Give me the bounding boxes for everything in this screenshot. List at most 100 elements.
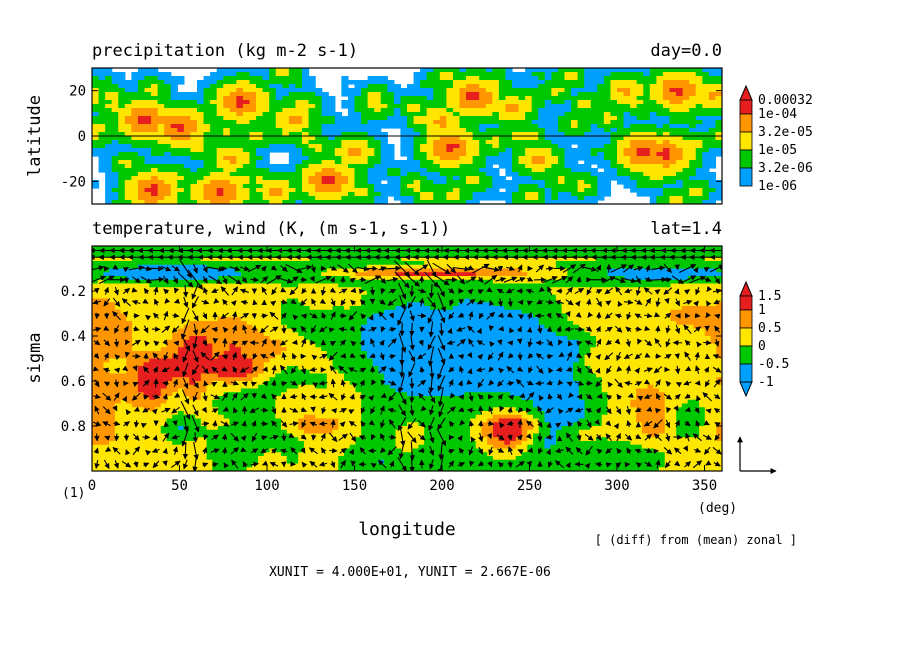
temp-cell — [344, 298, 351, 303]
precip-cell — [433, 164, 441, 169]
temp-cell — [195, 257, 202, 262]
temp-cell — [481, 298, 488, 303]
precip-cell — [203, 112, 211, 117]
precip-cell — [656, 72, 664, 77]
precip-cell — [341, 160, 349, 165]
precip-cell — [407, 92, 415, 97]
precip-cell — [413, 148, 421, 153]
precip-cell — [551, 120, 559, 125]
precip-cell — [656, 68, 664, 73]
precip-cell — [380, 200, 388, 204]
temp-cell — [321, 294, 328, 300]
precip-cell — [564, 116, 572, 121]
precip-cell — [321, 112, 329, 117]
precip-cell — [656, 104, 664, 109]
precip-cell — [420, 96, 428, 101]
precip-cell — [426, 76, 434, 81]
precip-cell — [111, 92, 119, 97]
precip-cell — [256, 140, 264, 145]
precip-cell — [242, 68, 251, 73]
precip-cell — [426, 192, 434, 197]
precip-cell — [347, 120, 356, 125]
temp-cell — [229, 268, 236, 273]
precip-cell — [689, 188, 697, 193]
precip-cell — [715, 72, 722, 77]
precip-cell — [334, 136, 342, 141]
temp-cell — [109, 287, 116, 292]
precip-cell — [347, 188, 356, 193]
precip-cell — [498, 68, 507, 73]
precip-cell — [662, 108, 671, 113]
temp-cell — [143, 253, 150, 258]
precip-cell — [242, 156, 251, 161]
precip-cell — [538, 116, 546, 121]
precip-cell — [308, 184, 316, 189]
temp-cell — [475, 294, 483, 300]
precip-cell — [236, 116, 244, 121]
precip-cell — [512, 160, 520, 165]
precip-cell — [118, 192, 126, 197]
temp-cell — [584, 294, 591, 300]
precip-cell — [498, 144, 507, 149]
precip-cell — [682, 132, 690, 137]
precip-cell — [446, 152, 454, 157]
precip-cell — [131, 140, 139, 145]
temp-cell — [641, 302, 649, 307]
precip-cell — [505, 196, 513, 201]
temp-cell — [309, 249, 316, 255]
precip-cell — [354, 116, 362, 121]
precip-cell — [124, 80, 132, 85]
precip-cell — [407, 96, 415, 101]
temp-cell — [435, 261, 442, 266]
precip-cell — [420, 80, 428, 85]
precip-cell — [603, 144, 612, 149]
precip-cell — [197, 192, 205, 197]
precip-cell — [308, 156, 316, 161]
precip-cell — [203, 168, 211, 173]
temp-cell — [149, 287, 156, 292]
precip-cell — [643, 192, 651, 197]
precip-cell — [479, 132, 487, 137]
precip-cell — [321, 160, 329, 165]
precip-cell — [610, 68, 618, 73]
precip-cell — [256, 172, 264, 177]
precip-cell — [229, 164, 237, 169]
precip-cell — [439, 112, 447, 117]
precip-cell — [151, 112, 159, 117]
precip-cell — [597, 128, 605, 133]
precip-cell — [98, 108, 106, 113]
temp-cell — [710, 291, 717, 296]
precip-cell — [190, 156, 198, 161]
precip-cell — [564, 160, 572, 165]
precip-cell — [321, 156, 329, 161]
precip-cell — [183, 196, 192, 201]
precip-cell — [262, 96, 270, 101]
temp-cell — [229, 249, 236, 255]
temp-cell — [332, 306, 339, 311]
precip-cell — [571, 116, 579, 121]
precip-cell — [374, 152, 382, 157]
precip-cell — [157, 176, 165, 181]
temp-cell — [464, 283, 471, 288]
precip-cell — [695, 112, 703, 117]
precip-cell — [334, 144, 342, 149]
temp-cell — [699, 257, 706, 262]
temp-cell — [252, 246, 259, 251]
precip-cell — [466, 152, 474, 157]
temp-cell — [716, 268, 722, 273]
precip-cell — [236, 144, 244, 149]
precip-cell — [505, 76, 513, 81]
temp-cell — [378, 306, 385, 311]
temp-cell — [487, 294, 494, 300]
temp-cell — [618, 283, 626, 288]
temp-cell — [114, 279, 122, 285]
precip-cell — [223, 152, 231, 157]
precip-cell — [302, 104, 310, 109]
precip-cell — [676, 136, 684, 141]
temp-cell — [458, 302, 465, 307]
precip-cell — [590, 120, 598, 125]
precip-cell — [636, 160, 644, 165]
precip-cell — [571, 80, 579, 85]
precip-cell — [256, 176, 264, 181]
precip-cell — [282, 196, 290, 201]
